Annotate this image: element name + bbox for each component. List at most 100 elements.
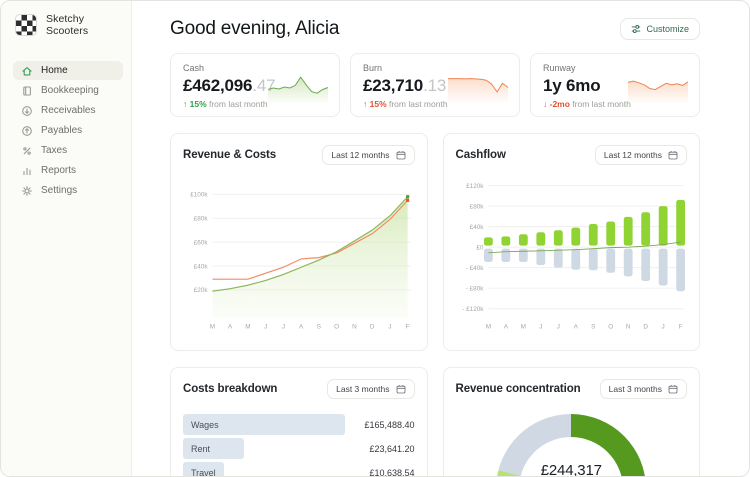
arrow-down-circle-icon: [22, 105, 32, 116]
sidebar-item-receivables[interactable]: Receivables: [13, 101, 123, 120]
cost-value: £10,638.54: [369, 467, 415, 477]
svg-text:- £40k: - £40k: [465, 265, 483, 272]
svg-text:A: A: [228, 324, 233, 331]
sidebar-item-home[interactable]: Home: [13, 61, 123, 80]
revenue-concentration-card: Revenue concentration Last 3 months £244…: [442, 367, 700, 477]
costs-breakdown-range-button[interactable]: Last 3 months: [327, 379, 415, 399]
svg-text:£60k: £60k: [194, 239, 209, 246]
stat-value: £23,710.13: [363, 76, 447, 95]
costs-breakdown-list: Wages £165,488.40 Rent £23,641.20 Travel £10,…: [183, 414, 415, 477]
svg-text:M: M: [245, 324, 250, 331]
revenue-concentration-range-button[interactable]: Last 3 months: [599, 379, 687, 399]
cost-value: £165,488.40: [364, 419, 415, 430]
sidebar-item-label: Taxes: [41, 145, 68, 156]
svg-text:O: O: [608, 324, 613, 331]
revenue-concentration-title: Revenue concentration: [455, 383, 581, 395]
stat-label: Runway: [543, 63, 576, 73]
cost-label: Rent: [191, 443, 211, 454]
calendar-icon: [396, 151, 405, 160]
cost-label: Travel: [191, 467, 216, 477]
svg-text:£120k: £120k: [466, 183, 484, 190]
svg-text:N: N: [625, 324, 630, 331]
sidebar-item-payables[interactable]: Payables: [13, 121, 123, 140]
customize-label: Customize: [646, 24, 689, 34]
percent-icon: [23, 146, 31, 155]
svg-text:M: M: [485, 324, 490, 331]
sidebar: Sketchy Scooters Home Bookkeeping Receivab…: [1, 1, 132, 476]
svg-text:£100k: £100k: [190, 192, 208, 199]
sidebar-item-label: Receivables: [41, 105, 96, 116]
costs-breakdown-row[interactable]: Wages £165,488.40: [183, 414, 415, 435]
svg-text:F: F: [678, 324, 682, 331]
svg-text:A: A: [299, 324, 304, 331]
sidebar-item-label: Home: [41, 65, 68, 76]
sidebar-item-label: Reports: [41, 165, 77, 176]
sidebar-item-label: Payables: [41, 125, 83, 136]
cost-bar: [183, 462, 224, 476]
svg-text:A: A: [503, 324, 508, 331]
stat-delta: ↑ 15% from last month: [363, 99, 448, 109]
svg-text:J: J: [661, 324, 664, 331]
svg-text:£80k: £80k: [469, 203, 484, 210]
svg-text:£20k: £20k: [194, 287, 209, 294]
topbar: Good evening, Alicia Customize: [170, 18, 700, 40]
arrow-up-circle-icon: [22, 125, 32, 136]
svg-text:- £80k: - £80k: [465, 285, 483, 292]
customize-button[interactable]: Customize: [620, 18, 700, 40]
svg-text:J: J: [264, 324, 267, 331]
book-icon: [23, 85, 31, 96]
range-label: Last 3 months: [608, 384, 662, 394]
stat-card-cash[interactable]: Cash £462,096.47 ↑ 15% from last month: [170, 53, 340, 117]
svg-text:- £120k: - £120k: [462, 306, 484, 313]
home-icon: [22, 66, 32, 75]
svg-text:J: J: [282, 324, 285, 331]
sidebar-item-bookkeeping[interactable]: Bookkeeping: [13, 81, 123, 100]
range-label: Last 12 months: [331, 150, 390, 160]
sliders-icon: [632, 25, 641, 33]
page-title: Good evening, Alicia: [170, 18, 340, 39]
calendar-icon: [668, 385, 678, 394]
sidebar-item-settings[interactable]: Settings: [13, 181, 123, 200]
costs-breakdown-row[interactable]: Travel £10,638.54: [183, 462, 415, 477]
revenue-costs-range-button[interactable]: Last 12 months: [322, 145, 415, 165]
sidebar-nav: Home Bookkeeping Receivables Payables Taxes R…: [13, 61, 123, 200]
stat-sparkline: [267, 76, 329, 103]
svg-text:M: M: [210, 324, 215, 331]
brand-name: Sketchy Scooters: [46, 13, 89, 37]
stat-sparkline: [448, 78, 509, 103]
cost-label: Wages: [191, 419, 219, 430]
cashflow-chart: £120k £80k £40k £0 - £40k - £80k - £120k M A M J J A…: [462, 183, 685, 331]
svg-text:N: N: [352, 324, 357, 331]
svg-text:£80k: £80k: [194, 215, 209, 222]
gear-icon: [22, 185, 32, 196]
revenue-costs-card: Revenue & Costs Last 12 months £100k £80k…: [170, 133, 428, 351]
svg-text:S: S: [317, 324, 321, 331]
donut-center-value: £244,317: [540, 462, 602, 477]
costs-breakdown-row[interactable]: Rent £23,641.20: [183, 438, 415, 459]
stat-sparkline: [627, 80, 689, 103]
stat-card-burn[interactable]: Burn £23,710.13 ↑ 15% from last month: [350, 53, 520, 117]
cost-value: £23,641.20: [369, 443, 415, 454]
donut-wrap: £244,317: [456, 414, 688, 477]
svg-text:J: J: [556, 324, 559, 331]
calendar-icon: [668, 151, 678, 160]
brand: Sketchy Scooters: [13, 13, 123, 37]
stat-value: 1y 6mo: [543, 76, 601, 95]
sidebar-item-reports[interactable]: Reports: [13, 161, 123, 180]
stat-card-runway[interactable]: Runway 1y 6mo ↓ -2mo from last month: [530, 53, 700, 117]
calendar-icon: [396, 385, 405, 394]
svg-text:J: J: [539, 324, 542, 331]
svg-text:£40k: £40k: [469, 224, 484, 231]
cost-bar: [183, 414, 346, 435]
bottom-row: Costs breakdown Last 3 months Wages £165,…: [170, 367, 700, 477]
sidebar-item-taxes[interactable]: Taxes: [13, 141, 123, 160]
range-label: Last 3 months: [336, 384, 390, 394]
sidebar-item-label: Bookkeeping: [41, 85, 99, 96]
svg-text:O: O: [334, 324, 339, 331]
range-label: Last 12 months: [603, 150, 662, 160]
revenue-costs-chart: £100k £80k £60k £40k £20k M A M J J A S O N D J F: [190, 192, 411, 331]
costs-breakdown-title: Costs breakdown: [183, 383, 278, 395]
svg-text:J: J: [388, 324, 391, 331]
cashflow-range-button[interactable]: Last 12 months: [594, 145, 687, 165]
